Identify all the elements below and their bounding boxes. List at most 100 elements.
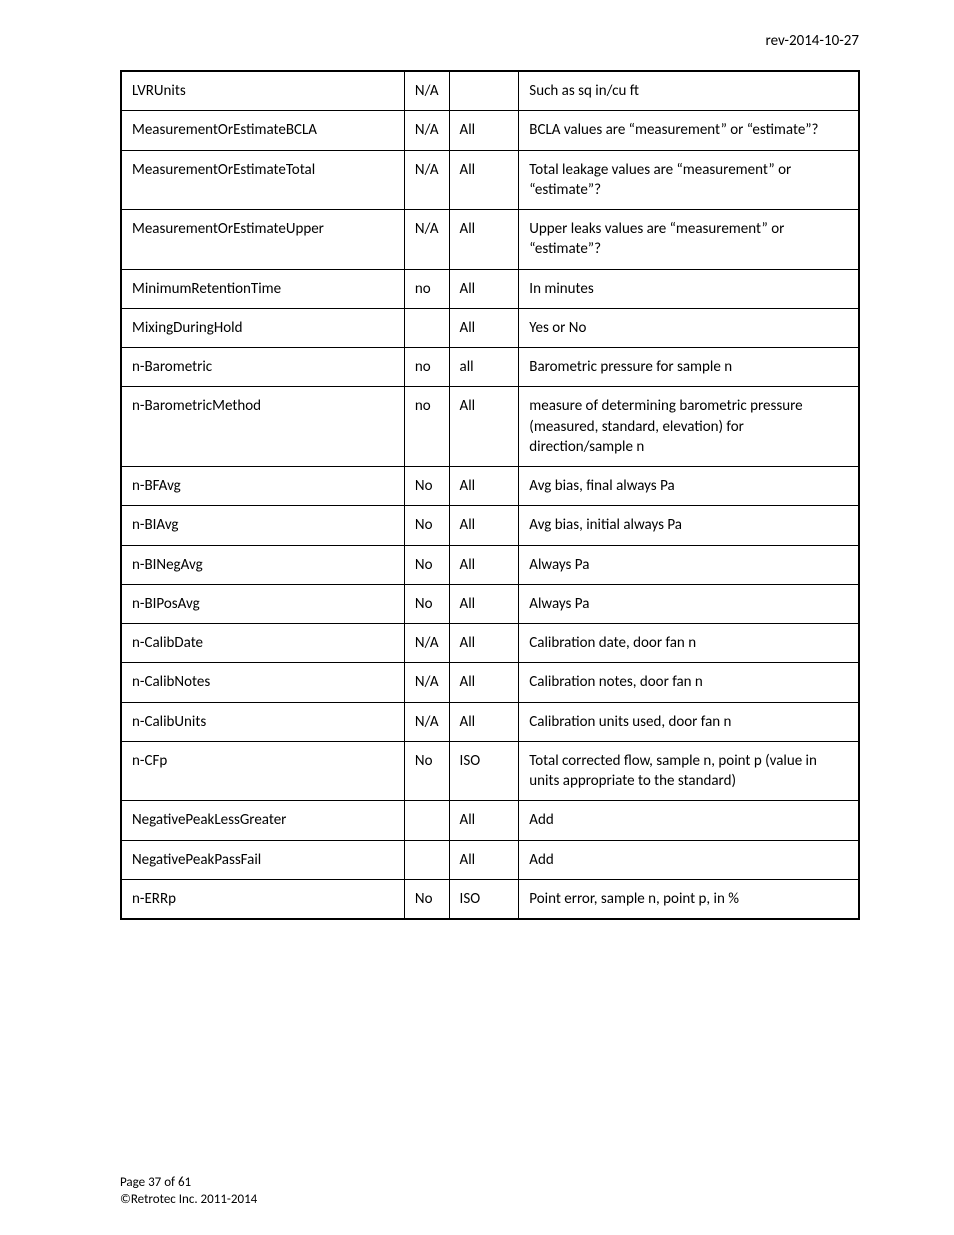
- scope-cell: All: [449, 545, 519, 584]
- field-name-cell: MeasurementOrEstimateBCLA: [121, 111, 404, 150]
- table-row: n-CalibNotesN/AAllCalibration notes, doo…: [121, 663, 859, 702]
- revision-text: rev-2014-10-27: [766, 32, 859, 50]
- value-cell: [404, 801, 449, 840]
- value-cell: N/A: [404, 624, 449, 663]
- value-cell: No: [404, 506, 449, 545]
- scope-cell: All: [449, 801, 519, 840]
- page-footer: Page 37 of 61 ©Retrotec Inc. 2011-2014: [120, 1175, 257, 1209]
- table-row: MeasurementOrEstimateUpperN/AAllUpper le…: [121, 210, 859, 270]
- description-cell: Such as sq in/cu ft: [519, 71, 859, 111]
- value-cell: N/A: [404, 702, 449, 741]
- table-row: NegativePeakPassFail AllAdd: [121, 840, 859, 879]
- description-cell: Avg bias, final always Pa: [519, 467, 859, 506]
- value-cell: No: [404, 879, 449, 919]
- table-row: n-BFAvgNoAllAvg bias, final always Pa: [121, 467, 859, 506]
- field-name-cell: n-BIAvg: [121, 506, 404, 545]
- field-name-cell: MinimumRetentionTime: [121, 269, 404, 308]
- value-cell: N/A: [404, 71, 449, 111]
- data-table: LVRUnitsN/ASuch as sq in/cu ftMeasuremen…: [120, 70, 860, 920]
- value-cell: no: [404, 269, 449, 308]
- table-body: LVRUnitsN/ASuch as sq in/cu ftMeasuremen…: [121, 71, 859, 919]
- field-name-cell: n-CalibNotes: [121, 663, 404, 702]
- field-name-cell: MeasurementOrEstimateTotal: [121, 150, 404, 210]
- value-cell: [404, 840, 449, 879]
- table-row: MeasurementOrEstimateTotalN/AAllTotal le…: [121, 150, 859, 210]
- scope-cell: all: [449, 348, 519, 387]
- table-row: n-BINegAvgNoAllAlways Pa: [121, 545, 859, 584]
- table-row: n-BIPosAvgNoAllAlways Pa: [121, 584, 859, 623]
- field-name-cell: n-BarometricMethod: [121, 387, 404, 467]
- scope-cell: All: [449, 467, 519, 506]
- table-row: n-CalibUnitsN/AAllCalibration units used…: [121, 702, 859, 741]
- table-row: MinimumRetentionTimenoAllIn minutes: [121, 269, 859, 308]
- value-cell: no: [404, 348, 449, 387]
- value-cell: N/A: [404, 663, 449, 702]
- description-cell: Yes or No: [519, 308, 859, 347]
- description-cell: Calibration date, door fan n: [519, 624, 859, 663]
- field-name-cell: NegativePeakPassFail: [121, 840, 404, 879]
- value-cell: N/A: [404, 210, 449, 270]
- field-name-cell: n-CalibUnits: [121, 702, 404, 741]
- value-cell: N/A: [404, 150, 449, 210]
- field-name-cell: MeasurementOrEstimateUpper: [121, 210, 404, 270]
- description-cell: Always Pa: [519, 545, 859, 584]
- value-cell: N/A: [404, 111, 449, 150]
- scope-cell: All: [449, 269, 519, 308]
- field-name-cell: n-BIPosAvg: [121, 584, 404, 623]
- value-cell: [404, 308, 449, 347]
- description-cell: Calibration units used, door fan n: [519, 702, 859, 741]
- scope-cell: All: [449, 150, 519, 210]
- copyright: ©Retrotec Inc. 2011-2014: [120, 1192, 257, 1209]
- description-cell: Barometric pressure for sample n: [519, 348, 859, 387]
- scope-cell: [449, 71, 519, 111]
- scope-cell: All: [449, 663, 519, 702]
- table-row: n-ERRpNoISOPoint error, sample n, point …: [121, 879, 859, 919]
- scope-cell: All: [449, 584, 519, 623]
- table-row: n-CFpNoISOTotal corrected flow, sample n…: [121, 741, 859, 801]
- table-row: NegativePeakLessGreater AllAdd: [121, 801, 859, 840]
- scope-cell: All: [449, 210, 519, 270]
- value-cell: No: [404, 545, 449, 584]
- field-name-cell: n-BFAvg: [121, 467, 404, 506]
- scope-cell: All: [449, 702, 519, 741]
- table-row: n-BarometricnoallBarometric pressure for…: [121, 348, 859, 387]
- scope-cell: All: [449, 387, 519, 467]
- description-cell: Add: [519, 840, 859, 879]
- field-name-cell: n-CFp: [121, 741, 404, 801]
- table-row: MeasurementOrEstimateBCLAN/AAllBCLA valu…: [121, 111, 859, 150]
- scope-cell: All: [449, 624, 519, 663]
- description-cell: BCLA values are “measurement” or “estima…: [519, 111, 859, 150]
- description-cell: Calibration notes, door fan n: [519, 663, 859, 702]
- page-number: Page 37 of 61: [120, 1175, 257, 1192]
- description-cell: measure of determining barometric pressu…: [519, 387, 859, 467]
- field-name-cell: n-ERRp: [121, 879, 404, 919]
- table-row: n-CalibDateN/AAllCalibration date, door …: [121, 624, 859, 663]
- table-row: LVRUnitsN/A Such as sq in/cu ft: [121, 71, 859, 111]
- description-cell: In minutes: [519, 269, 859, 308]
- scope-cell: All: [449, 506, 519, 545]
- scope-cell: ISO: [449, 879, 519, 919]
- field-name-cell: n-CalibDate: [121, 624, 404, 663]
- table-row: n-BarometricMethodnoAllmeasure of determ…: [121, 387, 859, 467]
- field-name-cell: n-BINegAvg: [121, 545, 404, 584]
- revision-header: rev-2014-10-27: [766, 32, 859, 50]
- table-row: n-BIAvgNoAllAvg bias, initial always Pa: [121, 506, 859, 545]
- scope-cell: All: [449, 308, 519, 347]
- value-cell: No: [404, 584, 449, 623]
- value-cell: No: [404, 467, 449, 506]
- value-cell: no: [404, 387, 449, 467]
- description-cell: Add: [519, 801, 859, 840]
- scope-cell: All: [449, 111, 519, 150]
- scope-cell: All: [449, 840, 519, 879]
- scope-cell: ISO: [449, 741, 519, 801]
- table-row: MixingDuringHoldAllYes or No: [121, 308, 859, 347]
- field-name-cell: n-Barometric: [121, 348, 404, 387]
- field-name-cell: NegativePeakLessGreater: [121, 801, 404, 840]
- description-cell: Total corrected flow, sample n, point p …: [519, 741, 859, 801]
- description-cell: Total leakage values are “measurement” o…: [519, 150, 859, 210]
- description-cell: Avg bias, initial always Pa: [519, 506, 859, 545]
- data-table-container: LVRUnitsN/ASuch as sq in/cu ftMeasuremen…: [120, 70, 860, 920]
- description-cell: Upper leaks values are “measurement” or …: [519, 210, 859, 270]
- description-cell: Always Pa: [519, 584, 859, 623]
- field-name-cell: LVRUnits: [121, 71, 404, 111]
